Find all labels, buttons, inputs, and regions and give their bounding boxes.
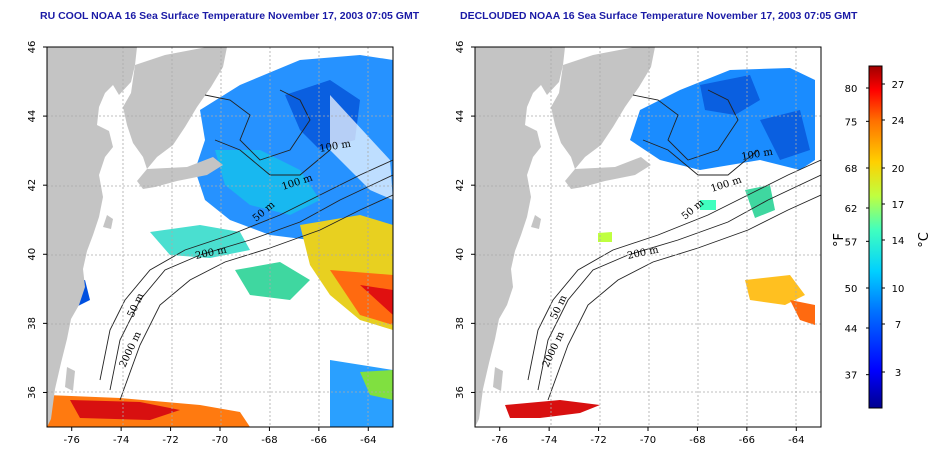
colorbar-c-tick-label: 3 [895, 368, 901, 379]
left-lon-tick-label: -66 [311, 435, 327, 446]
unit-celsius-label: °C [917, 232, 932, 248]
unit-fahrenheit-label: °F [832, 233, 847, 247]
right-lon-tick-label: -64 [788, 435, 804, 446]
left-lat-tick-label: 40 [27, 248, 38, 261]
left-lat-tick-label: 42 [27, 179, 38, 192]
colorbar-f-tick-label: 44 [845, 324, 858, 335]
right-lat-tick-label: 38 [455, 317, 466, 330]
left-lon-tick-label: -70 [212, 435, 228, 446]
colorbar-ramp [868, 65, 883, 409]
left-sst-field [47, 55, 393, 427]
colorbar-c-tick-label: 7 [895, 320, 901, 331]
left-lat-tick-label: 36 [27, 386, 38, 399]
left-map-title: RU COOL NOAA 16 Sea Surface Temperature … [40, 10, 420, 22]
colorbar-fahrenheit-ticks: 37 44 50 57 62 68 75 80 [845, 84, 869, 382]
right-map: 200 m 100 m 100 m 50 m 50 m 2000 m -76 -7… [455, 41, 822, 446]
left-lat-tick-label: 38 [27, 317, 38, 330]
left-lon-tick-label: -72 [162, 435, 178, 446]
left-lon-tick-label: -76 [64, 435, 80, 446]
colorbar-c-tick-label: 20 [892, 164, 905, 175]
right-lat-tick-label: 36 [455, 386, 466, 399]
colorbar-c-tick-label: 10 [892, 284, 905, 295]
left-lat-tick-label: 44 [27, 110, 38, 123]
colorbar-f-tick-label: 75 [845, 117, 858, 128]
colorbar-c-tick-label: 17 [892, 200, 905, 211]
right-lat-tick-label: 42 [455, 179, 466, 192]
right-lon-tick-label: -72 [590, 435, 606, 446]
right-lat-tick-label: 46 [455, 41, 466, 54]
colorbar-f-tick-label: 57 [845, 237, 858, 248]
right-lon-tick-label: -66 [739, 435, 755, 446]
colorbar-c-tick-label: 24 [892, 116, 905, 127]
left-lon-tick-label: -64 [360, 435, 376, 446]
right-lon-tick-label: -74 [541, 435, 557, 446]
colorbar-c-tick-label: 14 [892, 236, 905, 247]
left-map: 200 m 100 m 100 m 50 m 50 m 2000 m -76 -7… [27, 41, 394, 446]
left-lon-tick-label: -74 [113, 435, 129, 446]
right-lon-tick-label: -68 [689, 435, 705, 446]
right-sst-field [505, 68, 815, 418]
right-lat-tick-label: 44 [455, 110, 466, 123]
colorbar-celsius-ticks: 3 7 10 14 17 20 24 27 [882, 80, 904, 379]
right-grid [475, 47, 821, 427]
colorbar-f-tick-label: 37 [845, 371, 858, 382]
left-axes: -76 -74 -72 -70 -68 -66 -64 36 38 40 42 44 46 [27, 41, 376, 446]
colorbar-f-tick-label: 50 [845, 284, 858, 295]
left-lat-tick-label: 46 [27, 41, 38, 54]
right-contours [527, 89, 821, 401]
right-lon-tick-label: -70 [640, 435, 656, 446]
right-lon-tick-label: -76 [492, 435, 508, 446]
colorbar-c-tick-label: 27 [892, 80, 905, 91]
left-lon-tick-label: -68 [261, 435, 277, 446]
colorbar-f-tick-label: 62 [845, 204, 858, 215]
right-lat-tick-label: 40 [455, 248, 466, 261]
colorbar-f-tick-label: 80 [845, 84, 858, 95]
left-contours [99, 89, 393, 401]
right-map-title: DECLOUDED NOAA 16 Sea Surface Temperatur… [460, 10, 858, 22]
left-grid [47, 47, 393, 427]
colorbar-f-tick-label: 68 [845, 164, 858, 175]
right-axes: -76 -74 -72 -70 -68 -66 -64 36 38 40 42 44 46 [455, 41, 804, 446]
